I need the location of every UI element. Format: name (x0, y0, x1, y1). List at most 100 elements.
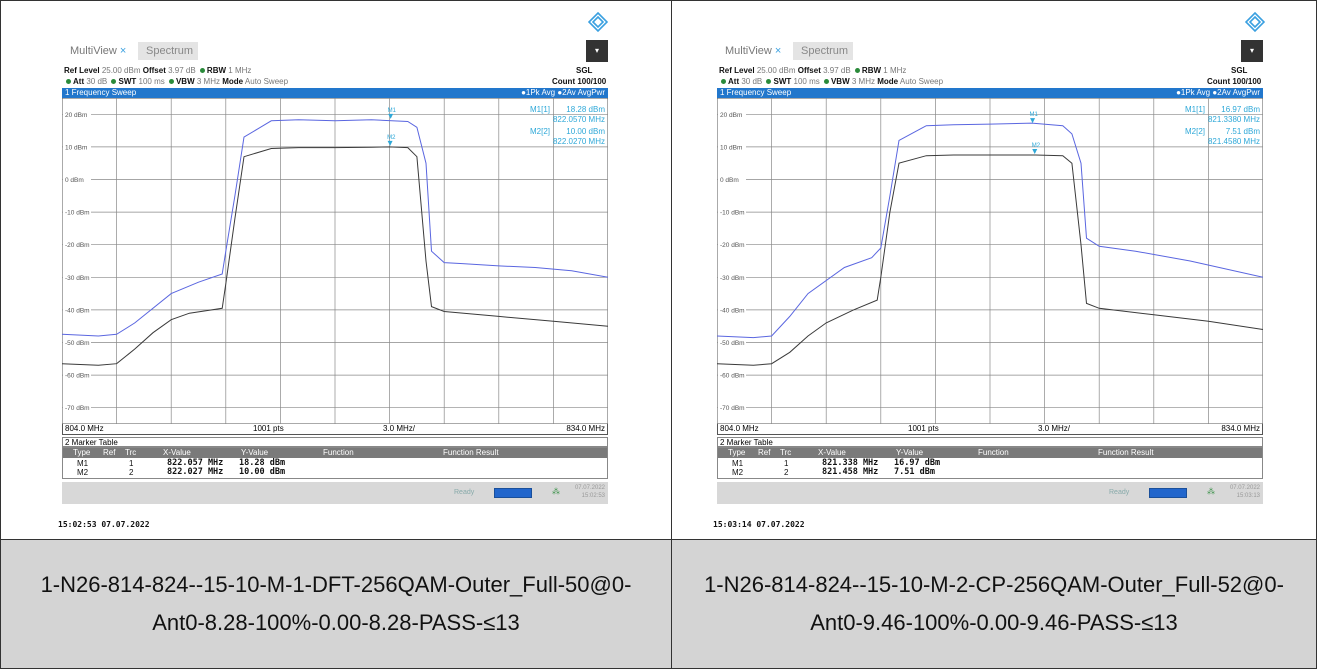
setting-label: Mode (222, 77, 244, 86)
marker-triangle-icon (1030, 118, 1036, 124)
marker-table-trc: 2 (129, 468, 134, 477)
marker-m2: M2 (387, 135, 396, 146)
y-tick-label: 0 dBm (65, 177, 84, 184)
tick-label-bg (63, 175, 91, 184)
points-count: 1001 pts (908, 424, 939, 433)
rs-logo-icon (1244, 11, 1266, 33)
setting-label: VBW (830, 77, 850, 86)
y-tick-label: -20 dBm (65, 242, 90, 249)
readout-y-value: 7.51 dBm (1226, 127, 1261, 136)
setting-value: 3.97 dB (823, 66, 851, 75)
stop-frequency: 834.0 MHz (566, 424, 605, 433)
analyzer-screenshot-1: MultiView × Spectrum ▾ Ref Level 25.00 dBm O… (58, 8, 614, 529)
marker-table-y: 18.28 dBm (239, 458, 286, 468)
marker-table-y: 16.97 dBm (894, 458, 941, 468)
tick-label-bg (63, 305, 91, 314)
readout-y-value: 10.00 dBm (566, 127, 605, 136)
marker-table-header-cell: Type (73, 448, 91, 457)
sweep-title: 1 Frequency Sweep (720, 88, 792, 97)
network-icon: ⁂ (552, 487, 560, 496)
marker-table-x: 821.338 MHz (822, 458, 879, 468)
y-tick-label: -30 dBm (65, 275, 90, 282)
y-tick-label: -70 dBm (65, 405, 90, 412)
marker-label: M1 (388, 108, 397, 114)
marker-m1: M1 (388, 108, 397, 119)
tab-bar: MultiView × Spectrum (717, 42, 1263, 60)
tick-label-bg (63, 403, 91, 412)
dropdown-button[interactable]: ▾ (1241, 40, 1263, 62)
dropdown-button[interactable]: ▾ (586, 40, 608, 62)
setting-value: 30 dB (86, 77, 108, 86)
tick-label-bg (718, 208, 746, 217)
y-tick-label: -10 dBm (720, 210, 745, 217)
tab-spectrum[interactable]: Spectrum (793, 42, 853, 60)
coupled-dot-icon (168, 79, 174, 85)
setting-label: SWT (118, 77, 137, 86)
tick-label-bg (63, 142, 91, 151)
setting-label: VBW (175, 77, 195, 86)
caption-right-text: 1-N26-814-824--15-10-M-2-CP-256QAM-Outer… (704, 572, 1284, 635)
coupled-dot-icon (111, 79, 117, 85)
close-icon[interactable]: × (774, 45, 782, 57)
marker-table-title: 2 Marker Table (62, 437, 608, 447)
coupled-dot-icon (66, 79, 71, 85)
status-date: 07.07.2022 (574, 485, 605, 491)
sweep-title-bar: 1 Frequency Sweep ●1Pk Avg ●2Av AvgPwr (62, 88, 608, 98)
marker-table-trc: 1 (784, 459, 789, 468)
marker-table-type: M1 (77, 459, 89, 468)
coupled-dot-icon (823, 79, 829, 85)
tick-label-bg (718, 175, 746, 184)
status-bar: Ready ⁂ 07.07.2022 15:02:53 (62, 482, 608, 504)
readout-marker-label: M2[2] (530, 127, 550, 136)
status-ready: Ready (454, 489, 475, 496)
progress-bar (1149, 488, 1187, 498)
trace-legend: ●1Pk Avg ●2Av AvgPwr (521, 88, 605, 97)
start-frequency: 804.0 MHz (65, 424, 104, 433)
count-label: Count 100/100 (552, 77, 607, 86)
close-icon[interactable]: × (119, 45, 127, 57)
marker-table-header-cell: X-Value (163, 448, 191, 457)
progress-bar (494, 488, 532, 498)
settings-line-1: Ref Level 25.00 dBm Offset 3.97 dB RBW 1… (64, 66, 251, 75)
marker-label: M1 (1030, 112, 1039, 118)
stop-frequency: 834.0 MHz (1221, 424, 1260, 433)
marker-m2: M2 (1032, 143, 1041, 155)
settings-line-2: Att 30 dB SWT 100 ms VBW 3 MHz Mode Auto… (64, 77, 288, 86)
y-tick-label: 10 dBm (65, 144, 87, 151)
capture-timestamp: 15:02:53 07.07.2022 (58, 520, 150, 529)
tick-label-bg (718, 273, 746, 282)
span-per-div: 3.0 MHz/ (383, 424, 416, 433)
network-icon: ⁂ (1207, 487, 1215, 496)
marker-table-x: 821.458 MHz (822, 467, 879, 477)
coupled-dot-icon (721, 79, 726, 85)
setting-value: Auto Sweep (899, 77, 944, 86)
tab-multiview-label: MultiView (725, 45, 772, 57)
setting-label: Offset (142, 66, 166, 75)
status-date: 07.07.2022 (1229, 485, 1260, 491)
status-bar: Ready ⁂ 07.07.2022 15:03:13 (717, 482, 1263, 504)
caption-right: 1-N26-814-824--15-10-M-2-CP-256QAM-Outer… (671, 539, 1317, 669)
y-tick-label: -50 dBm (65, 340, 90, 347)
coupled-dot-icon (766, 79, 772, 85)
tick-label-bg (63, 338, 91, 347)
caption-left-text: 1-N26-814-824--15-10-M-1-DFT-256QAM-Oute… (40, 572, 632, 635)
tab-multiview[interactable]: MultiView × (717, 42, 793, 60)
tick-label-bg (718, 403, 746, 412)
marker-table-x: 822.027 MHz (167, 467, 224, 477)
tab-bar: MultiView × Spectrum (62, 42, 608, 60)
settings-line-2: Att 30 dB SWT 100 ms VBW 3 MHz Mode Auto… (719, 77, 943, 86)
tick-label-bg (63, 110, 91, 119)
readout-x-value: 821.4580 MHz (1208, 137, 1260, 146)
marker-table-type: M2 (77, 468, 89, 477)
tab-spectrum-label: Spectrum (146, 45, 194, 57)
tab-multiview[interactable]: MultiView × (62, 42, 138, 60)
y-tick-label: -30 dBm (720, 275, 745, 282)
setting-label: RBW (206, 66, 227, 75)
y-tick-label: 10 dBm (720, 144, 742, 151)
marker-table-header-cell: Function (323, 448, 354, 457)
readout-marker-label: M1[1] (1185, 105, 1205, 114)
tab-spectrum[interactable]: Spectrum (138, 42, 198, 60)
span-per-div: 3.0 MHz/ (1038, 424, 1071, 433)
sgl-label: SGL (1231, 66, 1248, 75)
settings-line-1: Ref Level 25.00 dBm Offset 3.97 dB RBW 1… (719, 66, 906, 75)
